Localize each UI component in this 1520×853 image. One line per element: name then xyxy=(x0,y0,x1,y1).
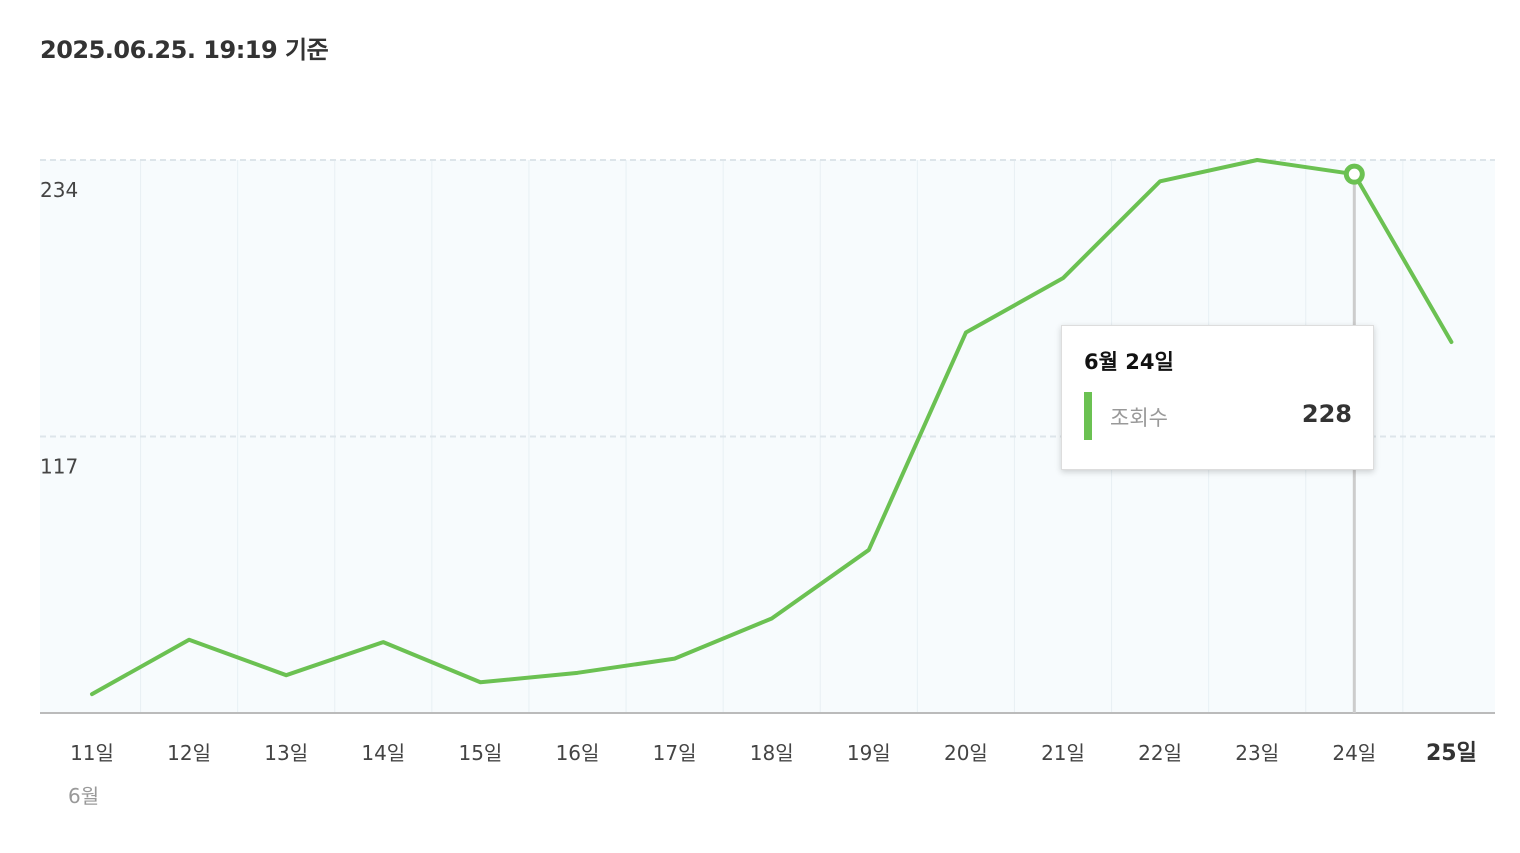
tooltip-title: 6월 24일 xyxy=(1084,350,1174,374)
tooltip-row: 조회수 228 xyxy=(1084,392,1352,440)
x-tick-label: 22일 xyxy=(1138,741,1182,765)
tooltip: 6월 24일 조회수 228 xyxy=(1061,325,1374,470)
x-tick-label: 14일 xyxy=(361,741,405,765)
tooltip-value: 228 xyxy=(1301,400,1352,428)
series-line-views xyxy=(90,158,1454,697)
x-tick-label: 17일 xyxy=(653,741,697,765)
month-label: 6월 xyxy=(68,784,100,808)
timestamp: 2025.06.25. 19:19 기준 xyxy=(40,36,329,64)
y-axis-ticks: 117 234 xyxy=(40,178,78,479)
x-tick-label: 13일 xyxy=(264,741,308,765)
x-tick-label: 24일 xyxy=(1332,741,1376,765)
x-tick-label: 16일 xyxy=(556,741,600,765)
x-tick-label: 18일 xyxy=(750,741,794,765)
y-tick-label: 117 xyxy=(40,455,78,479)
x-tick-label: 21일 xyxy=(1041,741,1085,765)
x-tick-label: 20일 xyxy=(944,741,988,765)
x-tick-label: 25일 xyxy=(1426,741,1477,766)
x-tick-label: 12일 xyxy=(167,741,211,765)
x-tick-label: 23일 xyxy=(1235,741,1279,765)
x-tick-label: 11일 xyxy=(70,741,114,765)
x-tick-label: 19일 xyxy=(847,741,891,765)
x-axis-ticks: 11일 12일 13일 14일 15일 16일 17일 18일 19일 20일 21일 22일 23일 2… xyxy=(70,741,1477,766)
x-tick-label: 15일 xyxy=(458,741,502,765)
hover-point-marker[interactable] xyxy=(1343,163,1365,185)
tooltip-series-label: 조회수 xyxy=(1110,406,1168,430)
y-tick-label: 234 xyxy=(40,178,78,202)
tooltip-series-swatch xyxy=(1084,392,1092,440)
